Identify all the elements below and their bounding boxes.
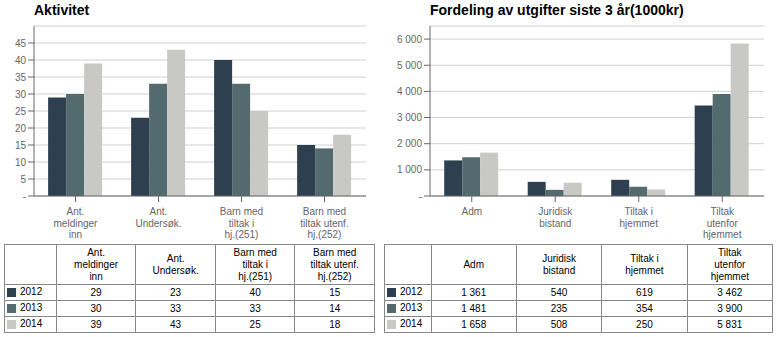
html-text:39: 39: [90, 318, 102, 330]
svg-text:30: 30: [15, 89, 27, 100]
svg-text:Tiltakutenforhjemmet: Tiltakutenforhjemmet: [703, 206, 742, 240]
html-text:30: 30: [90, 302, 102, 314]
svg-text:2 000: 2 000: [397, 138, 422, 149]
svg-text:Barn medtiltak utenf.hj.(252): Barn medtiltak utenf.hj.(252): [300, 206, 348, 240]
html-text:2013: 2013: [20, 302, 43, 314]
html-text:2012: 2012: [400, 286, 423, 298]
svg-text:5: 5: [20, 174, 26, 185]
svg-text:3 000: 3 000: [397, 112, 422, 123]
svg-text:Ant.Undersøk.: Ant.Undersøk.: [135, 206, 181, 229]
html-text:Ant. Undersøk.: Ant. Undersøk.: [152, 252, 199, 276]
svg-text:15: 15: [15, 140, 27, 151]
html-text:18: 18: [329, 318, 341, 330]
html-text:14: 14: [329, 302, 341, 314]
svg-text:25: 25: [15, 106, 27, 117]
svg-text:Juridiskbistand: Juridiskbistand: [538, 206, 573, 229]
html-text:29: 29: [90, 286, 102, 298]
html-text:Aktivitet: Aktivitet: [34, 2, 90, 18]
html-text:5 831: 5 831: [717, 318, 743, 330]
html-text:Juridisk bistand: Juridisk bistand: [542, 252, 576, 276]
html-text:2014: 2014: [20, 318, 43, 330]
svg-text:45: 45: [15, 38, 27, 49]
svg-text:20: 20: [15, 123, 27, 134]
html-text:1 481: 1 481: [461, 302, 487, 314]
svg-text:4 000: 4 000: [397, 86, 422, 97]
svg-text:-: -: [419, 191, 422, 202]
html-text:2012: 2012: [20, 286, 43, 298]
svg-text:40: 40: [15, 55, 27, 66]
svg-text:Ant.meldingerinn: Ant.meldingerinn: [54, 206, 99, 240]
html-text:Ant. meldinger inn: Ant. meldinger inn: [74, 246, 118, 282]
html-text:3 900: 3 900: [717, 302, 743, 314]
svg-text:35: 35: [15, 72, 27, 83]
html-text:40: 40: [249, 286, 261, 298]
svg-text:5 000: 5 000: [397, 60, 422, 71]
svg-text:Tiltak ihjemmet: Tiltak ihjemmet: [620, 206, 659, 229]
html-text:Barn med tiltak i hj.(251): Barn med tiltak i hj.(251): [233, 246, 277, 282]
svg-text:1 000: 1 000: [397, 164, 422, 175]
html-text:Barn med tiltak utenf. hj.(252: Barn med tiltak utenf. hj.(252): [310, 246, 359, 282]
html-text:508: 508: [550, 318, 568, 330]
svg-text:Barn medtiltak ihj.(251): Barn medtiltak ihj.(251): [220, 206, 263, 240]
html-text:Tiltak i hjemmet: Tiltak i hjemmet: [625, 252, 664, 276]
html-text:2013: 2013: [400, 302, 423, 314]
html-text:1 361: 1 361: [461, 286, 487, 298]
html-text:250: 250: [636, 318, 653, 330]
html-text:354: 354: [636, 302, 653, 314]
html-text:619: 619: [636, 286, 653, 298]
svg-text:6 000: 6 000: [397, 34, 422, 45]
html-text:235: 235: [550, 302, 568, 314]
html-text:25: 25: [249, 318, 261, 330]
html-text:2014: 2014: [400, 318, 423, 330]
html-text:Tiltak utenfor hjemmet: Tiltak utenfor hjemmet: [710, 246, 749, 282]
html-text:Fordeling av utgifter siste 3: Fordeling av utgifter siste 3 år(1000kr): [430, 2, 684, 18]
html-text:33: 33: [249, 302, 261, 314]
html-text:15: 15: [329, 286, 341, 298]
html-text:43: 43: [170, 318, 182, 330]
html-text:Adm: Adm: [463, 258, 484, 270]
html-text:33: 33: [170, 302, 182, 314]
svg-text:-: -: [23, 191, 26, 202]
html-text:3 462: 3 462: [717, 286, 743, 298]
svg-text:10: 10: [15, 157, 27, 168]
html-text:540: 540: [550, 286, 568, 298]
html-text:1 658: 1 658: [461, 318, 487, 330]
html-text:23: 23: [170, 286, 182, 298]
svg-text:Adm: Adm: [461, 206, 482, 217]
